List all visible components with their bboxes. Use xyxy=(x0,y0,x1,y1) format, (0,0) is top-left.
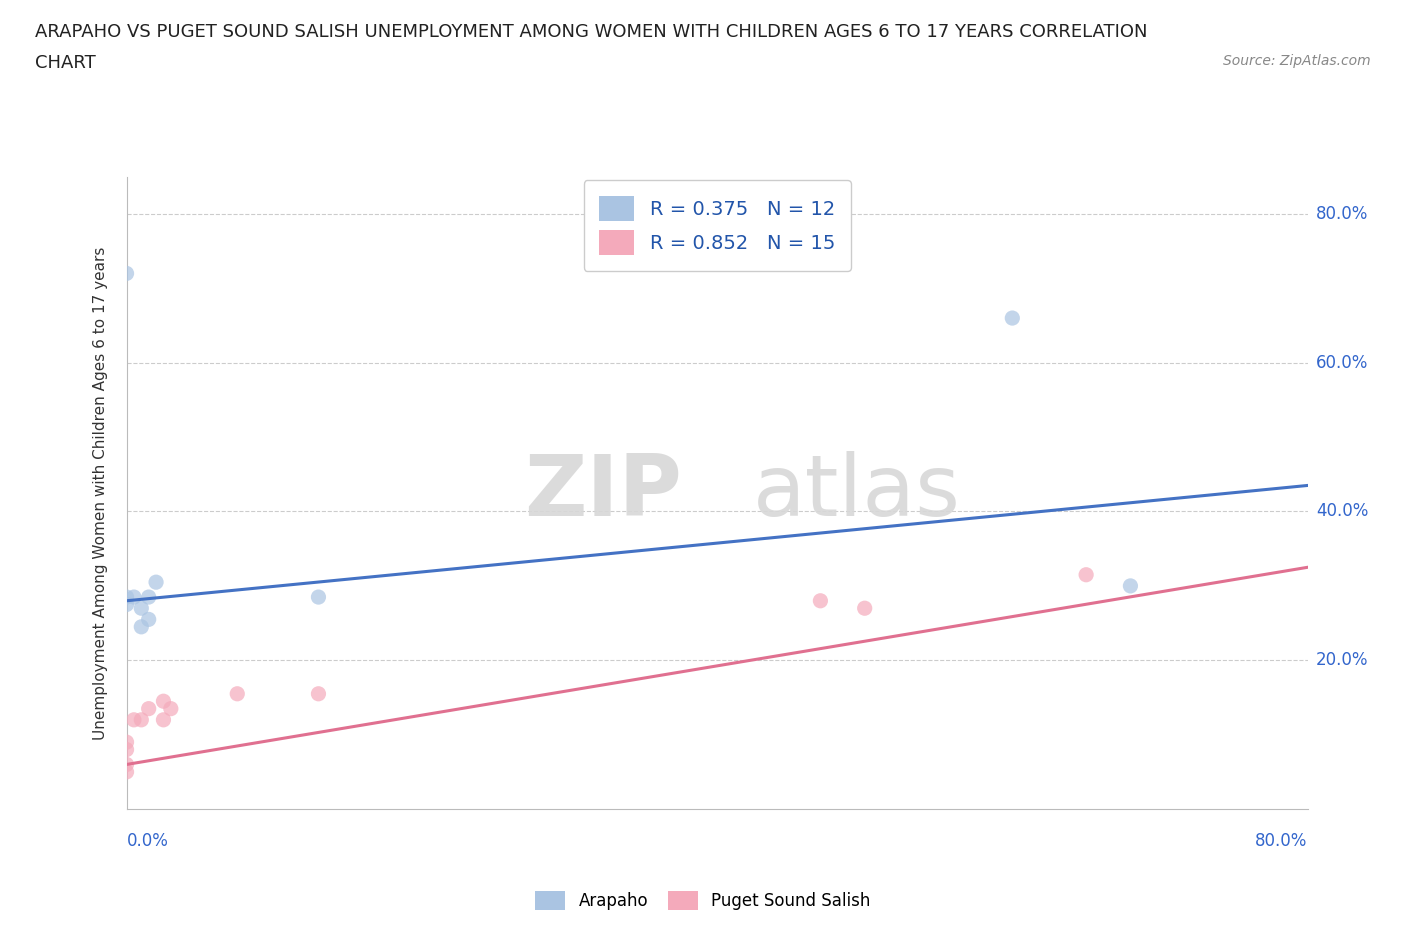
Point xyxy=(122,590,145,604)
Point xyxy=(307,590,329,604)
Point xyxy=(159,701,183,716)
Text: 80.0%: 80.0% xyxy=(1256,832,1308,850)
Point xyxy=(853,601,876,616)
Point xyxy=(810,593,832,608)
Point xyxy=(115,597,138,612)
Text: Source: ZipAtlas.com: Source: ZipAtlas.com xyxy=(1223,54,1371,68)
Text: ARAPAHO VS PUGET SOUND SALISH UNEMPLOYMENT AMONG WOMEN WITH CHILDREN AGES 6 TO 1: ARAPAHO VS PUGET SOUND SALISH UNEMPLOYME… xyxy=(35,23,1147,41)
Point xyxy=(122,712,145,727)
Point xyxy=(1076,567,1098,582)
Point xyxy=(138,612,160,627)
Point xyxy=(1119,578,1142,593)
Point xyxy=(152,712,174,727)
Text: ZIP: ZIP xyxy=(524,451,682,535)
Text: 80.0%: 80.0% xyxy=(1316,205,1368,223)
Point xyxy=(145,575,167,590)
Y-axis label: Unemployment Among Women with Children Ages 6 to 17 years: Unemployment Among Women with Children A… xyxy=(93,246,108,739)
Point xyxy=(129,712,153,727)
Point xyxy=(226,686,249,701)
Text: 20.0%: 20.0% xyxy=(1316,651,1368,670)
Point xyxy=(115,590,138,604)
Point xyxy=(1001,311,1024,325)
Point xyxy=(115,757,138,772)
Point xyxy=(115,735,138,750)
Legend: Arapaho, Puget Sound Salish: Arapaho, Puget Sound Salish xyxy=(529,884,877,917)
Text: 60.0%: 60.0% xyxy=(1316,353,1368,372)
Text: 0.0%: 0.0% xyxy=(127,832,169,850)
Text: atlas: atlas xyxy=(752,451,960,535)
Point xyxy=(129,601,153,616)
Point xyxy=(129,619,153,634)
Text: 40.0%: 40.0% xyxy=(1316,502,1368,521)
Legend: R = 0.375   N = 12, R = 0.852   N = 15: R = 0.375 N = 12, R = 0.852 N = 15 xyxy=(583,180,851,271)
Point xyxy=(138,590,160,604)
Point xyxy=(115,266,138,281)
Point xyxy=(152,694,174,709)
Point xyxy=(115,764,138,779)
Point xyxy=(307,686,329,701)
Text: CHART: CHART xyxy=(35,54,96,72)
Point xyxy=(115,742,138,757)
Point xyxy=(138,701,160,716)
